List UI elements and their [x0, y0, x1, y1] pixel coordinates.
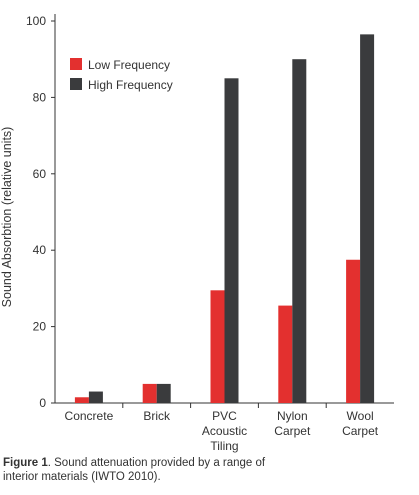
x-tick-label-line: PVC: [212, 409, 237, 423]
legend: Low Frequency High Frequency: [70, 58, 173, 92]
legend-label: High Frequency: [88, 78, 173, 92]
figure-caption: Figure 1. Sound attenuation provided by …: [3, 456, 303, 484]
bar-high-frequency: [360, 34, 375, 404]
y-axis: 0 20 40 60 80 100: [26, 14, 56, 410]
x-tick-label: Concrete: [65, 409, 114, 423]
y-tick-label: 0: [39, 396, 46, 410]
legend-swatch: [70, 58, 82, 70]
y-tick-label: 20: [33, 320, 47, 334]
x-tick-label: Wool Carpet: [342, 409, 379, 438]
y-tick-label: 80: [33, 90, 47, 104]
x-tick-label-line: Concrete: [65, 409, 114, 423]
x-tick-label-line: Tiling: [210, 439, 238, 453]
y-axis-title: Sound Absorbtion (relative units): [0, 127, 14, 308]
legend-swatch: [70, 78, 82, 90]
bars: [74, 34, 375, 404]
bar-low-frequency: [210, 290, 225, 403]
y-tick-label: 40: [33, 243, 47, 257]
chart: 0 20 40 60 80 100 Concrete Brick PVC Acoustic Til…: [0, 14, 394, 453]
y-tick-label: 60: [33, 167, 47, 181]
x-tick-label-line: Nylon: [277, 409, 308, 423]
x-tick-label-line: Carpet: [342, 424, 379, 438]
legend-label: Low Frequency: [88, 58, 170, 72]
bar-low-frequency: [346, 259, 361, 403]
caption-text: . Sound attenuation provided by a range …: [3, 457, 266, 483]
x-tick-label-line: Acoustic: [202, 424, 247, 438]
bar-low-frequency: [74, 397, 89, 403]
bar-high-frequency: [156, 383, 171, 403]
x-tick-label-line: Carpet: [274, 424, 311, 438]
x-tick-label-line: Brick: [143, 409, 171, 423]
x-tick-label-line: Wool: [347, 409, 374, 423]
bar-low-frequency: [142, 383, 157, 403]
x-tick-label: Nylon Carpet: [274, 409, 311, 438]
x-tick-label: PVC Acoustic Tiling: [202, 409, 247, 453]
x-tick-label: Brick: [143, 409, 171, 423]
bar-high-frequency: [88, 391, 103, 403]
y-tick-label: 100: [26, 14, 46, 28]
bar-low-frequency: [278, 305, 293, 403]
bar-high-frequency: [292, 59, 307, 403]
bar-high-frequency: [224, 78, 239, 404]
caption-figure-label: Figure 1: [3, 457, 48, 469]
